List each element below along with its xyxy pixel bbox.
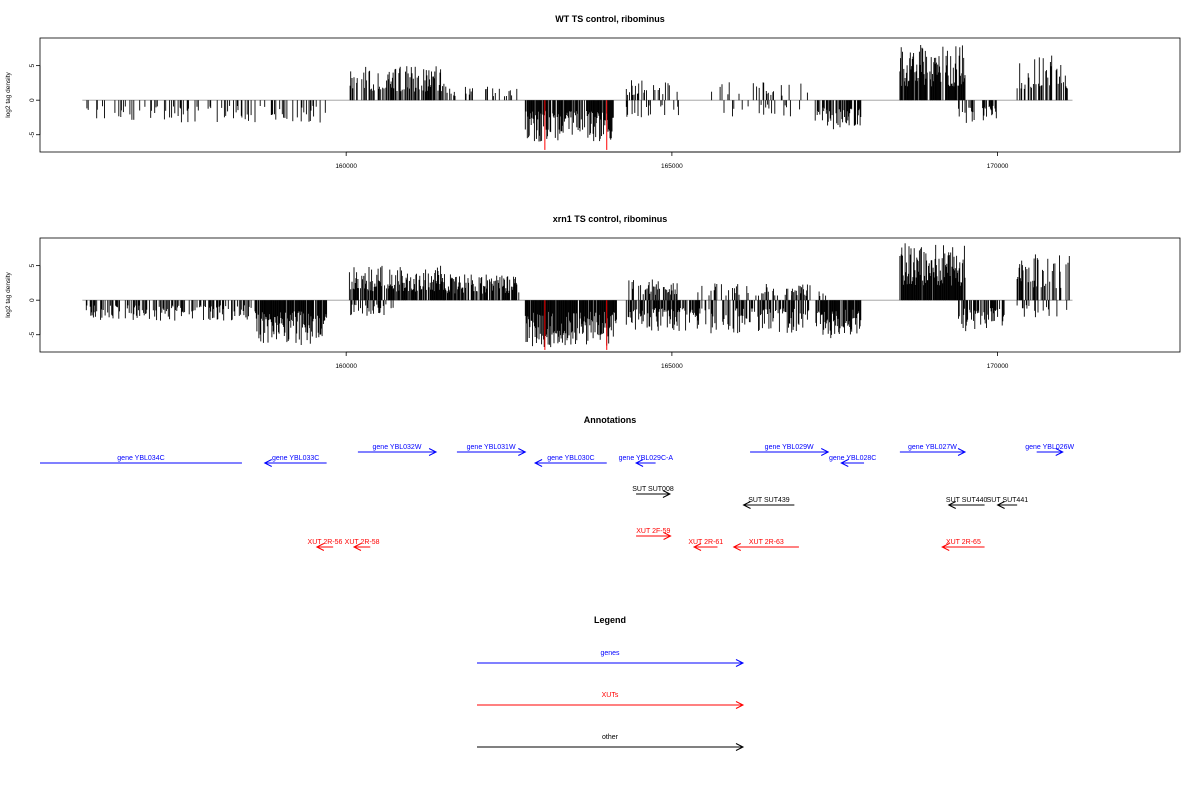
data-bars — [86, 45, 1068, 142]
feature-xut-2r-63: XUT 2R-63 — [732, 539, 799, 551]
feature-label: SUT SUT441 — [987, 497, 1029, 504]
feature-arrowhead — [821, 448, 830, 456]
x-tick-label: 160000 — [335, 363, 357, 370]
xrn1-ts-control-panel: xrn1 TS control, ribominus log2 tag dens… — [5, 214, 1181, 370]
wt-plot-area: -5 0 5 160000 165000 170000 — [29, 37, 1181, 170]
feature-gene-ybl032w: gene YBL032W — [357, 444, 438, 456]
panel-title: WT TS control, ribominus — [555, 14, 665, 24]
legend-items: genes XUTs other — [477, 650, 745, 751]
feature-arrowhead — [634, 459, 644, 467]
feature-label: XUT 2R-61 — [688, 539, 723, 546]
feature-label: XUT 2R-56 — [308, 539, 343, 546]
legend-label: other — [602, 734, 619, 741]
feature-arrowhead — [518, 448, 527, 456]
feature-label: SUT SUT440 — [946, 497, 988, 504]
feature-sut-sut440: SUT SUT440 — [946, 497, 988, 509]
legend-label: genes — [600, 650, 620, 657]
plot-frame — [39, 237, 1181, 353]
y-tick-label: 0 — [29, 298, 36, 302]
x-tick-label: 160000 — [335, 163, 357, 170]
feature-arrowhead — [840, 459, 849, 467]
feature-arrowhead — [692, 543, 702, 551]
feature-label: gene YBL034C — [117, 455, 164, 462]
wt-ts-control-panel: WT TS control, ribominus log2 tag densit… — [5, 14, 1181, 170]
feature-label: gene YBL027W — [908, 444, 957, 451]
legend-label: XUTs — [602, 692, 619, 699]
feature-label: gene YBL028C — [829, 455, 876, 462]
feature-label: gene YBL026W — [1025, 444, 1074, 451]
feature-gene-ybl030c: gene YBL030C — [533, 455, 607, 467]
feature-arrowhead — [957, 448, 967, 456]
feature-arrowhead — [263, 459, 272, 467]
feature-label: gene YBL031W — [467, 444, 516, 451]
legend-arrowhead — [735, 659, 745, 667]
feature-label: gene YBL029W — [765, 444, 814, 451]
feature-label: gene YBL029C-A — [619, 455, 674, 462]
feature-arrowhead — [428, 448, 438, 456]
feature-label: gene YBL030C — [547, 455, 594, 462]
x-tick-label: 165000 — [661, 163, 683, 170]
annotations-title: Annotations — [584, 415, 637, 425]
feature-label: gene YBL033C — [272, 455, 319, 462]
legend-item-genes: genes — [477, 650, 745, 667]
y-tick-label: 5 — [29, 63, 36, 67]
feature-arrowhead — [996, 501, 1005, 509]
feature-sut-sut439: SUT SUT439 — [742, 497, 795, 509]
feature-gene-ybl028c: gene YBL028C — [829, 455, 876, 467]
annotation-features: gene YBL034C gene YBL033C gene YBL032W gene… — [40, 444, 1075, 551]
legend-title: Legend — [594, 615, 626, 625]
data-bars — [85, 243, 1070, 348]
annotations-panel: Annotations gene YBL034C gene YBL033Cgene… — [40, 415, 1075, 551]
feature-arrowhead — [663, 532, 672, 540]
y-tick-label: 0 — [29, 98, 36, 102]
legend-arrowhead — [735, 743, 745, 751]
feature-arrowhead — [947, 501, 956, 509]
feature-xut-2r-61: XUT 2R-61 — [688, 539, 723, 551]
feature-arrowhead — [941, 543, 950, 551]
feature-label: XUT 2F-59 — [636, 528, 670, 535]
feature-arrowhead — [742, 501, 751, 509]
y-tick-label: -5 — [29, 131, 36, 137]
legend-item-xuts: XUTs — [477, 692, 745, 709]
y-axis-label: log2 tag density — [5, 271, 12, 317]
feature-label: XUT 2R-58 — [345, 539, 380, 546]
feature-gene-ybl026w: gene YBL026W — [1025, 444, 1075, 456]
y-axis-label: log2 tag density — [5, 71, 12, 117]
feature-gene-ybl029c-a: gene YBL029C-A — [619, 455, 674, 467]
legend-item-other: other — [477, 734, 745, 751]
feature-xut-2r-56: XUT 2R-56 — [308, 539, 343, 551]
x-tick-label: 170000 — [987, 163, 1009, 170]
feature-label: gene YBL032W — [373, 444, 422, 451]
feature-gene-ybl027w: gene YBL027W — [899, 444, 967, 456]
feature-label: XUT 2R-63 — [749, 539, 784, 546]
feature-label: SUT SUT008 — [632, 486, 674, 493]
x-tick-label: 165000 — [661, 363, 683, 370]
feature-gene-ybl029w: gene YBL029W — [750, 444, 830, 456]
feature-label: XUT 2R-65 — [946, 539, 981, 546]
feature-gene-ybl034c: gene YBL034C — [40, 455, 242, 464]
feature-arrowhead — [1055, 448, 1064, 456]
feature-arrowhead — [315, 543, 325, 551]
feature-arrowhead — [352, 543, 362, 551]
feature-gene-ybl033c: gene YBL033C — [263, 455, 327, 467]
y-tick-label: 5 — [29, 263, 36, 267]
feature-gene-ybl031w: gene YBL031W — [456, 444, 527, 456]
feature-xut-2f-59: XUT 2F-59 — [636, 528, 672, 540]
x-tick-label: 170000 — [987, 363, 1009, 370]
legend-arrowhead — [735, 701, 745, 709]
feature-sut-sut441: SUT SUT441 — [987, 497, 1029, 509]
feature-label: SUT SUT439 — [748, 497, 790, 504]
legend-panel: Legend genes XUTs other — [477, 615, 745, 751]
feature-arrowhead — [533, 459, 543, 467]
feature-xut-2r-65: XUT 2R-65 — [941, 539, 985, 551]
feature-arrowhead — [732, 543, 741, 551]
feature-arrowhead — [662, 490, 672, 498]
panel-title: xrn1 TS control, ribominus — [553, 214, 668, 224]
feature-sut-sut008: SUT SUT008 — [632, 486, 674, 498]
xrn1-plot-area: -5 0 5 160000 165000 170000 — [29, 237, 1181, 370]
y-tick-label: -5 — [29, 331, 36, 337]
feature-xut-2r-58: XUT 2R-58 — [345, 539, 380, 551]
